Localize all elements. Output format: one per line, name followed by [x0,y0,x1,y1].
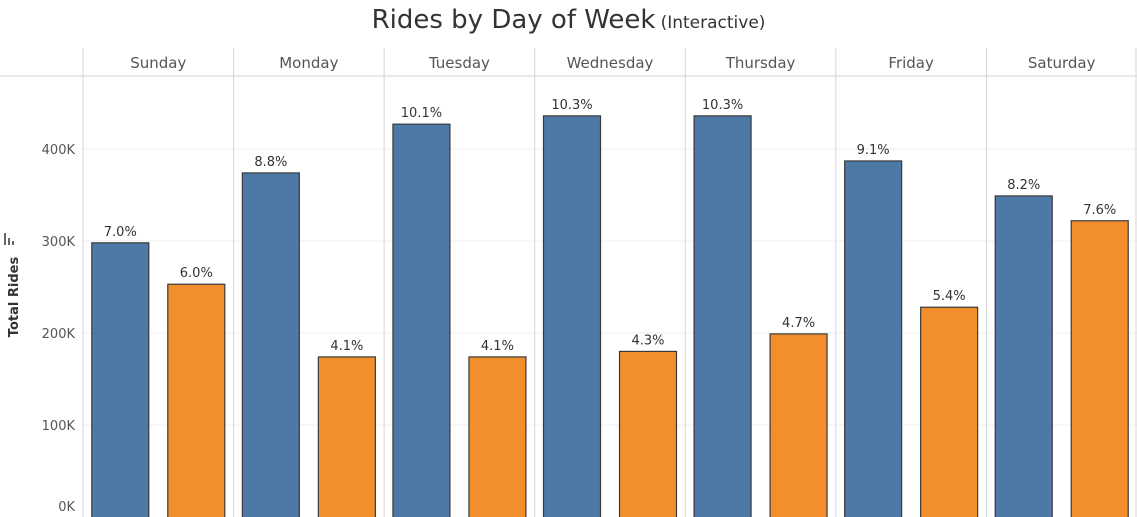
bar[interactable] [542,115,602,517]
y-axis: 0K 100K 200K 300K 400K [42,143,76,515]
bar[interactable] [317,356,376,517]
chart-title: Rides by Day of Week (Interactive) [0,2,1137,38]
category-header: Saturday [1028,54,1096,72]
data-label: 5.4% [933,289,966,304]
data-label: 4.7% [782,316,815,331]
gridlines [83,148,1137,426]
y-tick-label: 400K [42,143,76,158]
bar[interactable] [618,350,678,517]
bar[interactable] [468,356,527,517]
bar[interactable] [693,115,752,517]
category-header: Monday [279,54,338,72]
bar[interactable] [769,333,828,517]
data-label: 6.0% [180,266,213,281]
category-header: Tuesday [428,54,490,72]
category-header: Thursday [725,54,796,72]
bar[interactable] [392,123,451,517]
data-label: 7.6% [1083,203,1116,218]
y-tick-label: 100K [42,419,76,434]
data-label: 4.1% [330,339,363,354]
bar[interactable] [1070,220,1129,517]
data-label: 10.3% [702,98,743,113]
bar-chart-icon[interactable] [4,233,14,245]
data-label: 10.1% [401,106,442,121]
data-label: 9.1% [857,143,890,158]
y-tick-label: 200K [42,327,76,342]
data-label: 8.2% [1007,178,1040,193]
data-label: 4.1% [481,339,514,354]
data-label: 10.3% [551,98,592,113]
bar[interactable] [241,172,300,517]
y-tick-label: 0K [58,500,75,515]
bar[interactable] [91,242,150,517]
chart-title-main: Rides by Day of Week [371,5,656,35]
y-axis-label: Total Rides [7,257,22,338]
bar[interactable] [844,160,903,517]
data-label: 4.3% [631,333,664,348]
category-header: Wednesday [567,54,654,72]
chart-subtitle: (Interactive) [660,13,766,33]
category-header: Sunday [130,54,186,72]
data-label: 8.8% [254,155,287,170]
bar[interactable] [994,195,1053,517]
category-header: Friday [888,54,934,72]
y-tick-label: 300K [42,235,76,250]
bars [91,115,1129,517]
data-label: 7.0% [104,225,137,240]
day-panels: Sunday Monday Tuesday Wednesday Thursday Frid… [0,48,1137,517]
bar[interactable] [167,283,226,517]
bar[interactable] [920,306,979,517]
data-labels: 7.0% 6.0% 8.8% 4.1% 10.1% 4.1% 10.3% 4.3% 10.3% 4… [104,98,1116,354]
